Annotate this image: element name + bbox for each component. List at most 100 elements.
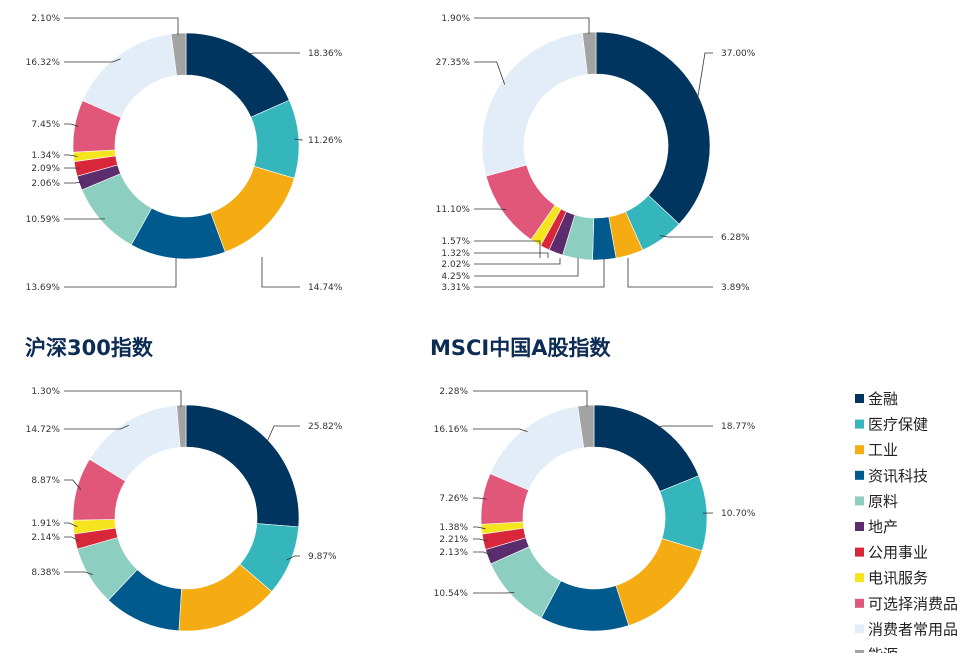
data-label-consumer-staples: 16.32% (26, 58, 61, 68)
leader-line (474, 240, 541, 258)
donut-chart-2: 37.00% 6.28% 3.89% 3.31%4.25% 2.02%1.32% 1.57… (436, 14, 756, 293)
slice-financials (593, 404, 700, 492)
legend-swatch-utilities (855, 547, 864, 557)
data-label-consumer-discretionary: 7.26% (439, 494, 468, 504)
data-label-health-care: 9.87% (308, 552, 337, 562)
donut-chart-3: 25.82% 9.87% 8.38% 2.14% 1.91% 8.87% 14.72% 1.3… (26, 387, 343, 632)
leader-line (294, 138, 303, 141)
data-label-financials: 18.77% (721, 422, 756, 432)
data-label-utilities: 1.32% (441, 249, 470, 259)
slice-consumer-staples (481, 32, 588, 177)
leader-line (474, 258, 605, 288)
leader-line (654, 425, 713, 429)
leader-line (64, 257, 177, 288)
data-label-financials: 25.82% (308, 422, 343, 432)
leader-line (64, 479, 82, 490)
leader-line (627, 258, 713, 288)
leader-line (473, 428, 528, 432)
leader-line (473, 591, 515, 594)
chart-title-msci-china-a: MSCI中国A股指数 (430, 336, 611, 360)
data-label-energy: 2.10% (31, 14, 60, 24)
leader-line (64, 522, 78, 528)
legend-swatch-industrials (855, 445, 864, 455)
leader-line (474, 208, 507, 210)
data-label-materials: 8.38% (31, 568, 60, 578)
data-label-telecom: 1.38% (439, 523, 468, 533)
leader-line (64, 181, 84, 184)
leader-line (659, 235, 713, 238)
leader-line (64, 536, 80, 542)
data-label-telecom: 1.91% (31, 519, 60, 529)
leader-line (64, 571, 93, 575)
legend-swatch-energy (855, 650, 864, 653)
data-label-energy: 1.30% (31, 387, 60, 397)
leader-line (474, 258, 579, 277)
data-label-info-tech: 3.31% (441, 283, 470, 293)
data-label-consumer-discretionary: 7.45% (31, 120, 60, 130)
slice-financials (185, 404, 300, 528)
data-label-real-estate: 2.13% (439, 548, 468, 558)
leader-line (474, 258, 561, 265)
data-label-utilities: 2.09% (31, 164, 60, 174)
data-label-energy: 2.28% (439, 387, 468, 397)
leader-line (64, 58, 121, 63)
legend-label-industrials: 工业 (868, 441, 898, 459)
donut-chart-4: 18.77% 10.70% 10.54% 2.13% 2.21% 1.38% 7.26% 16… (434, 387, 756, 632)
legend-swatch-consumer-staples (855, 624, 864, 634)
data-label-financials: 37.00% (721, 49, 756, 59)
legend-label-health-care: 医疗保健 (868, 416, 928, 434)
data-label-utilities: 2.21% (439, 535, 468, 545)
data-label-health-care: 6.28% (721, 233, 750, 243)
data-label-materials: 4.25% (441, 272, 470, 282)
legend-label-utilities: 公用事业 (868, 544, 928, 562)
legend-label-consumer-staples: 消费者常用品 (868, 620, 958, 638)
data-label-consumer-discretionary: 11.10% (436, 205, 471, 215)
leader-line (473, 526, 486, 530)
leader-line (265, 425, 300, 445)
leader-line (474, 17, 590, 34)
leader-line (261, 257, 300, 288)
data-label-consumer-staples: 16.16% (434, 425, 469, 435)
chart-title-csi300: 沪深300指数 (25, 336, 154, 360)
leader-line (473, 551, 492, 556)
legend-swatch-telecom (855, 573, 864, 583)
leader-line (696, 52, 713, 103)
slice-financials (595, 31, 711, 225)
data-label-health-care: 11.26% (308, 136, 343, 146)
data-label-real-estate: 2.02% (441, 260, 470, 270)
data-label-materials: 10.59% (26, 215, 61, 225)
leader-line (64, 154, 78, 157)
legend-swatch-health-care (855, 419, 864, 429)
legend-label-telecom: 电讯服务 (868, 569, 928, 587)
legend-label-financials: 金融 (868, 390, 898, 408)
leader-line (474, 61, 506, 85)
leader-line (64, 424, 129, 430)
data-label-real-estate: 2.06% (31, 179, 60, 189)
data-label-consumer-staples: 14.72% (26, 425, 61, 435)
data-label-telecom: 1.57% (441, 237, 470, 247)
slice-industrials (615, 538, 703, 626)
legend-label-energy: 能源 (868, 646, 898, 653)
leader-line (64, 17, 179, 35)
slice-financials (185, 32, 290, 118)
leader-line (64, 123, 79, 127)
slice-consumer-staples (82, 33, 177, 118)
leader-line (286, 555, 300, 561)
data-label-utilities: 2.14% (31, 533, 60, 543)
legend-label-info-tech: 资讯科技 (868, 467, 928, 485)
leader-line (474, 252, 549, 258)
legend-swatch-materials (855, 496, 864, 506)
leader-line (245, 52, 300, 56)
data-label-consumer-discretionary: 8.87% (31, 476, 60, 486)
data-label-industrials: 14.74% (308, 283, 343, 293)
leader-line (473, 538, 488, 542)
donut-charts: 18.36% 11.26% 14.74% 13.69% 10.59% 2.06% 2.09%… (26, 14, 756, 632)
data-label-info-tech: 13.69% (26, 283, 61, 293)
legend-swatch-consumer-discretionary (855, 598, 864, 608)
slice-energy (577, 404, 595, 449)
leader-line (473, 497, 487, 500)
legend-swatch-financials (855, 394, 864, 403)
legend-swatch-info-tech (855, 470, 864, 480)
leader-line (473, 390, 588, 407)
